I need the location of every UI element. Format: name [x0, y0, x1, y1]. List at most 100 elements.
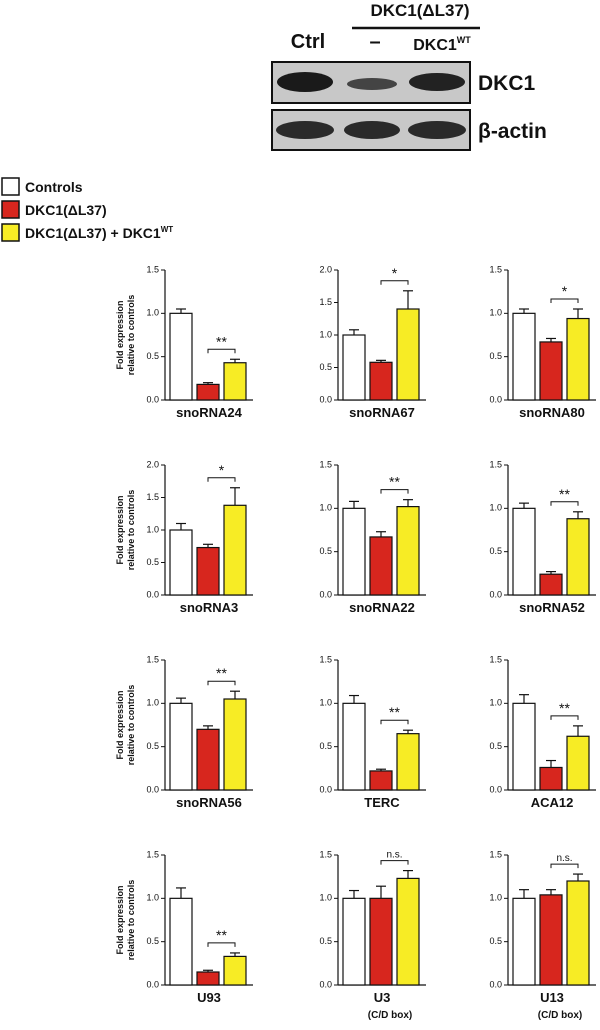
y-tick-label: 1.5: [489, 654, 502, 664]
y-axis-label: Fold expression: [115, 885, 125, 954]
y-axis-label: Fold expression: [115, 495, 125, 564]
legend-text: Controls: [25, 179, 83, 195]
chart-title: snoRNA52: [519, 600, 585, 615]
bar: [539, 766, 563, 791]
bar: [369, 536, 393, 596]
significance-bracket: [380, 719, 409, 725]
bar: [566, 735, 590, 791]
y-tick-label: 0.5: [489, 741, 502, 751]
band: [344, 121, 400, 139]
y-tick-label: 0.5: [319, 741, 332, 751]
bar: [223, 698, 247, 791]
bar: [512, 507, 536, 596]
y-tick-label: 1.0: [319, 503, 332, 513]
bar: [396, 308, 420, 401]
bar: [369, 361, 393, 401]
y-tick-label: 1.5: [319, 849, 332, 859]
legend-label: DKC1(ΔL37) + DKC1WT: [25, 225, 173, 241]
legend-swatch: [1, 223, 20, 242]
blot-row-label: DKC1: [478, 72, 535, 95]
significance-label: *: [392, 265, 398, 281]
y-axis-label: relative to controls: [126, 490, 136, 571]
y-tick-label: 1.0: [146, 308, 159, 318]
y-tick-label: 0.0: [146, 979, 159, 989]
y-axis-label: relative to controls: [126, 880, 136, 961]
bar: [342, 702, 366, 791]
y-tick-label: 0.0: [146, 394, 159, 404]
y-tick-label: 1.0: [319, 698, 332, 708]
y-tick-label: 1.5: [489, 459, 502, 469]
legend-label: Controls: [25, 179, 83, 195]
bar: [223, 504, 247, 596]
bar: [196, 546, 220, 596]
significance-bracket: [550, 501, 579, 506]
y-tick-label: 1.5: [319, 297, 332, 307]
bar: [196, 971, 220, 986]
significance-label: **: [559, 700, 570, 716]
y-tick-label: 0.0: [489, 979, 502, 989]
bar: [223, 955, 247, 986]
y-tick-label: 1.5: [146, 264, 159, 274]
y-tick-label: 2.0: [146, 459, 159, 469]
chart-title: snoRNA3: [180, 600, 239, 615]
significance-bracket: [207, 680, 236, 686]
bar: [512, 897, 536, 986]
band: [277, 72, 333, 92]
chart-title: ACA12: [531, 795, 574, 810]
y-tick-label: 1.0: [489, 698, 502, 708]
y-tick-label: 0.0: [489, 589, 502, 599]
y-tick-label: 0.0: [319, 784, 332, 794]
y-tick-label: 1.5: [489, 849, 502, 859]
significance-label: **: [216, 333, 227, 349]
chart-title: U3: [374, 990, 391, 1005]
chart-title: snoRNA67: [349, 405, 415, 420]
y-tick-label: 1.0: [146, 893, 159, 903]
bar: [169, 897, 193, 986]
y-tick-label: 0.5: [319, 546, 332, 556]
y-tick-label: 0.5: [489, 351, 502, 361]
chart-title: snoRNA22: [349, 600, 415, 615]
y-tick-label: 1.0: [319, 329, 332, 339]
significance-label: **: [216, 665, 227, 681]
y-tick-label: 0.5: [319, 936, 332, 946]
chart-title: TERC: [364, 795, 400, 810]
significance-label: *: [219, 462, 225, 478]
bar: [223, 362, 247, 401]
significance-label: n.s.: [556, 853, 572, 864]
significance-label: **: [389, 474, 400, 490]
y-tick-label: 0.0: [146, 784, 159, 794]
y-tick-label: 1.5: [319, 654, 332, 664]
chart-title: U13: [540, 990, 564, 1005]
blot-row-label: β-actin: [478, 120, 547, 143]
lane-label: Ctrl: [291, 31, 325, 53]
legend-swatch: [1, 200, 20, 219]
bar: [539, 894, 563, 986]
chart-subtitle: (C/D box): [538, 1010, 582, 1021]
bar: [369, 770, 393, 791]
bar: [342, 334, 366, 401]
chart-title: U93: [197, 990, 221, 1005]
significance-bracket: [550, 715, 579, 720]
y-tick-label: 1.5: [489, 264, 502, 274]
y-tick-label: 0.5: [489, 546, 502, 556]
y-tick-label: 0.5: [146, 351, 159, 361]
lane-label: –: [369, 31, 380, 53]
legend-text: DKC1(ΔL37): [25, 202, 107, 218]
significance-label: **: [216, 927, 227, 943]
band: [409, 73, 465, 91]
bar: [566, 317, 590, 401]
bar: [196, 383, 220, 401]
y-tick-label: 1.0: [146, 524, 159, 534]
significance-bracket: [380, 860, 409, 865]
y-tick-label: 1.5: [146, 492, 159, 502]
bar: [196, 728, 220, 791]
y-tick-label: 1.0: [146, 698, 159, 708]
lane-label: DKC1WT: [413, 35, 471, 54]
bar: [169, 529, 193, 596]
y-axis-label: Fold expression: [115, 690, 125, 759]
y-axis-label: relative to controls: [126, 685, 136, 766]
y-tick-label: 1.5: [319, 459, 332, 469]
chart-title: snoRNA24: [176, 405, 243, 420]
bar: [539, 341, 563, 401]
